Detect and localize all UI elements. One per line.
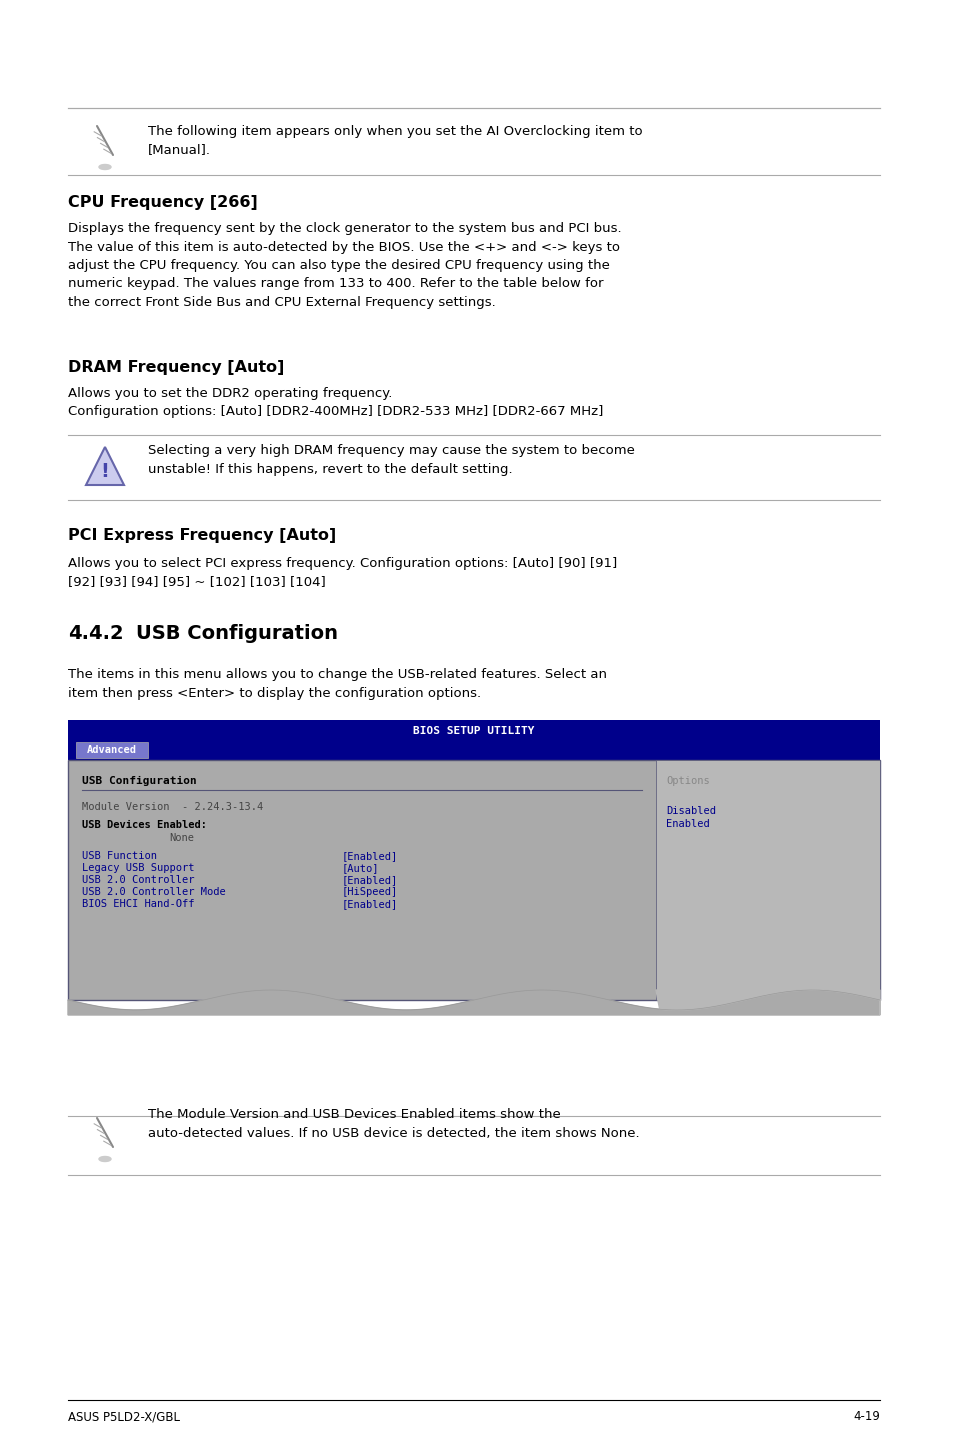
FancyBboxPatch shape [68,761,879,999]
Text: The items in this menu allows you to change the USB-related features. Select an
: The items in this menu allows you to cha… [68,669,606,699]
Text: BIOS SETUP UTILITY: BIOS SETUP UTILITY [413,726,535,736]
Text: USB Configuration: USB Configuration [82,777,196,787]
Text: [Auto]: [Auto] [341,863,379,873]
Text: Advanced: Advanced [87,745,137,755]
Text: Enabled: Enabled [665,820,709,828]
Text: Module Version  - 2.24.3-13.4: Module Version - 2.24.3-13.4 [82,802,263,812]
Ellipse shape [99,1156,111,1162]
FancyBboxPatch shape [656,761,879,999]
Text: ASUS P5LD2-X/GBL: ASUS P5LD2-X/GBL [68,1411,180,1424]
Text: The following item appears only when you set the AI Overclocking item to
[Manual: The following item appears only when you… [148,125,642,155]
Text: Selecting a very high DRAM frequency may cause the system to become
unstable! If: Selecting a very high DRAM frequency may… [148,444,634,476]
Text: [Enabled]: [Enabled] [341,851,397,861]
Text: [HiSpeed]: [HiSpeed] [341,887,397,897]
Text: !: ! [100,462,110,482]
Text: None: None [170,833,194,843]
Polygon shape [68,989,879,1015]
Text: Allows you to select PCI express frequency. Configuration options: [Auto] [90] [: Allows you to select PCI express frequen… [68,557,617,588]
Text: BIOS EHCI Hand-Off: BIOS EHCI Hand-Off [82,899,194,909]
Text: 4.4.2: 4.4.2 [68,624,124,643]
Polygon shape [656,989,879,1015]
FancyBboxPatch shape [68,742,879,761]
Ellipse shape [99,164,111,170]
Text: USB 2.0 Controller: USB 2.0 Controller [82,874,194,884]
Text: CPU Frequency [266]: CPU Frequency [266] [68,196,257,210]
Text: Displays the frequency sent by the clock generator to the system bus and PCI bus: Displays the frequency sent by the clock… [68,221,621,309]
Text: USB 2.0 Controller Mode: USB 2.0 Controller Mode [82,887,226,897]
Text: 4-19: 4-19 [852,1411,879,1424]
Text: Options: Options [665,777,709,787]
FancyBboxPatch shape [68,720,879,742]
Text: USB Function: USB Function [82,851,157,861]
Text: The Module Version and USB Devices Enabled items show the
auto-detected values. : The Module Version and USB Devices Enabl… [148,1109,639,1139]
Text: Legacy USB Support: Legacy USB Support [82,863,194,873]
Text: Disabled: Disabled [665,807,716,815]
Polygon shape [86,447,124,485]
Text: DRAM Frequency [Auto]: DRAM Frequency [Auto] [68,360,284,375]
Text: PCI Express Frequency [Auto]: PCI Express Frequency [Auto] [68,528,335,544]
FancyBboxPatch shape [76,742,148,758]
Text: USB Configuration: USB Configuration [136,624,337,643]
Text: [Enabled]: [Enabled] [341,899,397,909]
Text: [Enabled]: [Enabled] [341,874,397,884]
Text: Allows you to set the DDR2 operating frequency.
Configuration options: [Auto] [D: Allows you to set the DDR2 operating fre… [68,387,602,418]
Text: USB Devices Enabled:: USB Devices Enabled: [82,820,207,830]
